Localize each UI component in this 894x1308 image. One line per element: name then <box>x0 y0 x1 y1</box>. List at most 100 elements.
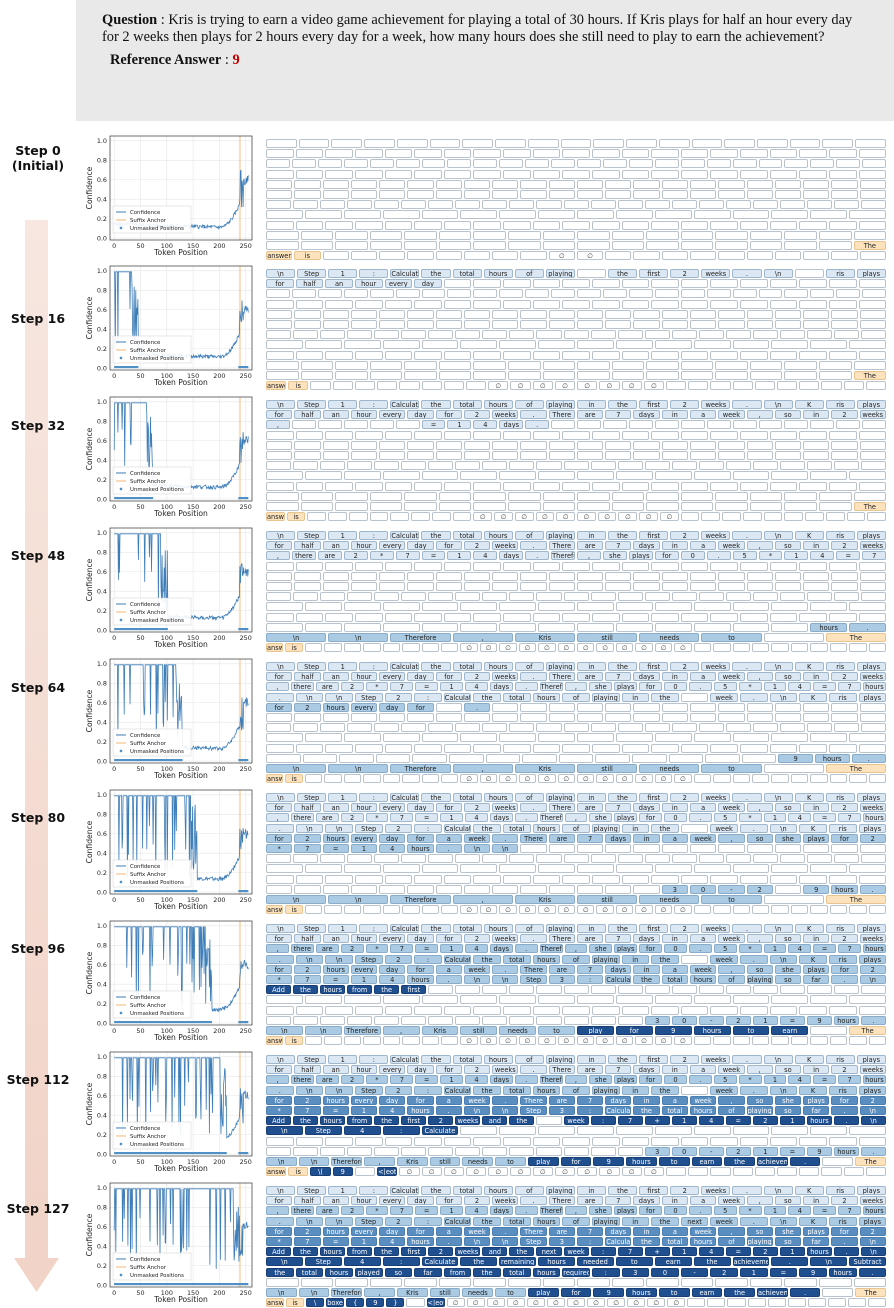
legend-swatch <box>119 1142 123 1146</box>
token-cell <box>369 360 403 370</box>
token-cell <box>443 430 472 440</box>
token-cell: plays <box>856 662 886 671</box>
legend-swatch <box>119 749 123 753</box>
token-cell: \n <box>463 974 491 984</box>
token-cell <box>347 723 373 733</box>
token-cell <box>563 723 589 733</box>
token-cell: for <box>435 672 462 682</box>
token-cell <box>266 471 303 481</box>
token-cell: weeks <box>859 803 886 813</box>
token-cell <box>350 440 378 450</box>
token-cell <box>295 220 324 230</box>
token-cell: of <box>562 1085 590 1095</box>
token-row: for half an hour every day for 2 weeks. There are 7… <box>266 672 886 682</box>
token-cell: = <box>415 1206 439 1216</box>
token-cell <box>591 561 620 571</box>
token-cell <box>563 200 589 210</box>
token-cell: days <box>489 1206 513 1216</box>
token-cell <box>754 381 776 391</box>
token-cell: so <box>774 410 802 420</box>
token-cell: for <box>435 1196 462 1206</box>
token-cell <box>661 712 688 722</box>
token-cell: 7 <box>605 672 632 682</box>
token-cell: in <box>621 823 650 833</box>
token-cell <box>343 340 381 350</box>
xtick-label: 0 <box>112 1027 116 1035</box>
token-cell: \n <box>266 531 296 540</box>
token-cell <box>833 854 860 864</box>
token-cell <box>499 1126 537 1136</box>
token-cell: 5 <box>713 944 737 954</box>
token-cell: weeks <box>492 934 519 944</box>
token-cell <box>621 149 650 159</box>
token-cell <box>266 200 292 210</box>
token-cell: Therefore <box>539 682 563 692</box>
token-cell: : <box>359 1186 389 1195</box>
token-row: \n \n Therefore, Kris still needs to The <box>266 632 887 642</box>
ylabel: Confidence <box>85 689 94 732</box>
token-cell: \n <box>859 974 886 984</box>
token-cell: The <box>825 763 887 773</box>
token-cell <box>548 440 575 450</box>
token-cell: ∅ <box>627 1298 646 1308</box>
token-cell <box>492 319 519 329</box>
ytick-label: 0.0 <box>97 1019 107 1027</box>
token-cell: : <box>414 692 442 702</box>
token-cell: week <box>710 1216 738 1226</box>
token-cell: Step <box>354 692 383 702</box>
token-cell: \n <box>769 823 798 833</box>
token-cell <box>591 1005 620 1015</box>
token-cell <box>455 461 481 471</box>
token-cell <box>769 350 798 360</box>
token-cell <box>665 1167 687 1177</box>
token-cell: * <box>266 1236 293 1246</box>
token-cell <box>375 753 411 763</box>
token-cell: for <box>639 1206 662 1216</box>
token-cell: \n <box>859 1105 886 1115</box>
token-cell <box>689 581 717 591</box>
token-cell: weeks <box>701 531 731 540</box>
token-cell <box>343 1036 362 1046</box>
token-cell: hours <box>532 954 561 964</box>
token-cell: plays <box>858 954 887 964</box>
token-cell <box>503 430 531 440</box>
token-cell: 2 <box>831 672 858 682</box>
token-cell: total <box>452 1055 482 1064</box>
token-cell <box>429 139 461 148</box>
token-cell <box>799 612 827 622</box>
ytick-label: 0.4 <box>97 587 107 595</box>
token-cell <box>374 723 400 733</box>
token-cell: ∅ <box>621 1167 642 1177</box>
token-cell: Step <box>304 1126 342 1136</box>
token-cell <box>399 381 420 391</box>
xlabel: Token Position <box>153 640 208 648</box>
legend-label: Unmasked Positions <box>130 1273 184 1279</box>
legend-swatch <box>119 1011 123 1015</box>
token-cell <box>617 330 643 340</box>
token-cell <box>414 612 442 622</box>
token-cell: ∅ <box>654 1036 673 1046</box>
token-cell <box>473 501 506 511</box>
token-cell <box>858 220 887 230</box>
token-cell: week <box>718 1196 745 1206</box>
token-cell <box>868 905 886 915</box>
xtick-label: 150 <box>187 896 199 904</box>
token-cell <box>414 1136 442 1146</box>
ytick-label: 0.2 <box>97 1000 107 1008</box>
token-row: Add the hours from the first 2 weeks and the next w… <box>266 1247 887 1257</box>
token-cell <box>867 512 887 522</box>
token-cell <box>401 1015 427 1025</box>
token-cell: \n <box>295 692 324 702</box>
ytick-label: 1.0 <box>97 660 107 668</box>
token-cell <box>421 159 446 169</box>
token-cell <box>646 240 679 250</box>
token-cell <box>825 512 845 522</box>
token-cell: of <box>514 662 544 671</box>
token-cell <box>455 723 481 733</box>
legend-label: Suffix Anchor <box>130 479 167 485</box>
token-cell: 2 <box>831 541 858 551</box>
token-cell: day <box>407 410 434 420</box>
token-cell: for <box>266 934 293 944</box>
token-cell: hours <box>831 884 858 894</box>
